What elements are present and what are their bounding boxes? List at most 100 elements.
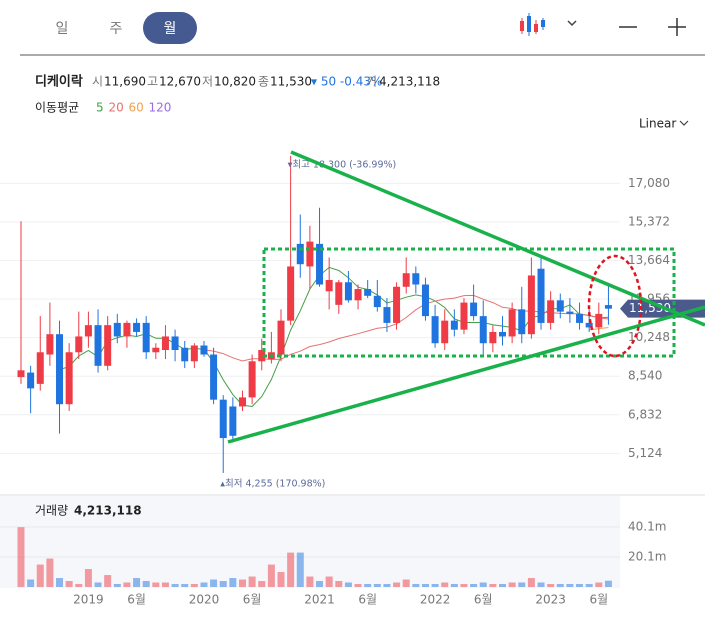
- ma-period: 5: [96, 101, 104, 115]
- volume-bar: [210, 579, 218, 587]
- tab-month[interactable]: 월: [164, 21, 177, 37]
- candle-body: [306, 241, 314, 267]
- tab-week[interactable]: 주: [110, 21, 123, 37]
- candle-body: [316, 243, 324, 285]
- candle-body: [393, 286, 401, 323]
- quote-value: 10,820: [214, 75, 256, 89]
- quote-label: 종: [258, 75, 269, 89]
- x-tick-label: 2021: [304, 593, 335, 607]
- x-tick-label: 6월: [474, 593, 493, 607]
- x-tick-label: 6월: [358, 593, 377, 607]
- zoom-in[interactable]: [668, 18, 686, 36]
- volume-bar: [306, 576, 314, 587]
- candle-body: [200, 345, 208, 355]
- volume-bar: [364, 584, 372, 587]
- scale-toggle[interactable]: Linear: [639, 117, 676, 131]
- volume-bar: [219, 581, 227, 587]
- candle-body: [219, 399, 227, 439]
- volume-bar: [46, 558, 54, 587]
- chart-type-icon[interactable]: [520, 13, 545, 36]
- volume-tick-label: 20.1m: [628, 549, 666, 563]
- quote-value: 4,213,118: [379, 75, 440, 89]
- y-tick-label: 10,248: [628, 330, 670, 344]
- candle-body: [479, 316, 487, 344]
- quote-label: 거: [366, 75, 377, 89]
- candle-body: [604, 305, 612, 309]
- volume-label: 거래량: [35, 504, 68, 518]
- candle-body: [450, 320, 458, 330]
- candle-body: [364, 289, 372, 296]
- volume-bar: [576, 584, 584, 587]
- candle-body: [113, 322, 121, 337]
- volume-bar: [556, 584, 564, 587]
- candle-body: [556, 300, 564, 312]
- candle-body: [595, 313, 603, 328]
- candle-body: [421, 284, 429, 317]
- volume-bar: [287, 552, 295, 587]
- volume-bar: [277, 572, 285, 587]
- quote-label: 고: [147, 75, 158, 89]
- volume-bar: [431, 584, 439, 587]
- candle-body: [190, 345, 198, 362]
- candle-body: [499, 331, 506, 337]
- candle-body: [460, 302, 468, 330]
- volume-bar: [238, 579, 246, 587]
- low-annotation: ▴최저 4,255 (170.98%): [220, 478, 325, 489]
- candle-body: [171, 336, 179, 350]
- y-tick-label: 6,832: [628, 407, 662, 421]
- candle-body: [547, 300, 555, 323]
- volume-bar: [537, 582, 545, 587]
- highlight-ellipse: [587, 254, 643, 358]
- candle-body: [65, 352, 73, 405]
- volume-bar: [421, 584, 429, 587]
- selected-tab-pill[interactable]: [143, 12, 197, 44]
- tab-day[interactable]: 일: [56, 21, 69, 37]
- quote-label: 저: [202, 75, 213, 89]
- volume-bar: [393, 582, 401, 587]
- volume-bar: [94, 582, 102, 587]
- ma-line: [59, 266, 609, 408]
- y-tick-label: 13,664: [628, 253, 670, 267]
- candle-body: [585, 322, 593, 328]
- x-tick-label: 2022: [420, 593, 451, 607]
- volume-bar: [595, 582, 603, 587]
- volume-bar: [123, 582, 131, 587]
- volume-bar: [229, 578, 237, 587]
- quote-value: 11,690: [104, 75, 146, 89]
- candle-body: [566, 311, 574, 314]
- volume-bar: [402, 579, 410, 587]
- volume-bar: [585, 584, 593, 587]
- price-change: ▾ 50 -0.43%: [311, 75, 382, 89]
- candle-body: [402, 273, 410, 287]
- volume-tick-label: 40.1m: [628, 520, 666, 534]
- candle-body: [383, 307, 391, 323]
- volume-value: 4,213,118: [74, 504, 142, 518]
- volume-bar: [248, 576, 256, 587]
- candle-body: [248, 361, 256, 398]
- candle-body: [518, 309, 526, 335]
- volume-bar: [161, 582, 169, 587]
- candle-body: [27, 372, 35, 389]
- candle-body: [508, 309, 516, 337]
- volume-bar: [604, 580, 612, 587]
- volume-bar: [354, 584, 362, 587]
- dropdown-chevron[interactable]: [567, 20, 577, 27]
- candle-body: [94, 325, 102, 366]
- volume-bar: [133, 578, 141, 587]
- volume-bar: [152, 582, 160, 587]
- ma-period: 60: [129, 101, 144, 115]
- candle-body: [104, 325, 112, 366]
- volume-bar: [190, 584, 198, 587]
- candle-body: [258, 350, 266, 362]
- ma-period: 20: [109, 101, 124, 115]
- scale-chevron[interactable]: [679, 120, 689, 126]
- candle-body: [152, 347, 160, 353]
- volume-bar: [518, 582, 526, 587]
- candle-body: [56, 334, 64, 405]
- volume-bar: [296, 552, 304, 587]
- y-tick-label: 15,372: [628, 214, 670, 228]
- volume-bar: [316, 581, 324, 587]
- volume-bar: [267, 564, 275, 587]
- candle-body: [123, 322, 131, 337]
- candle-body: [133, 322, 141, 332]
